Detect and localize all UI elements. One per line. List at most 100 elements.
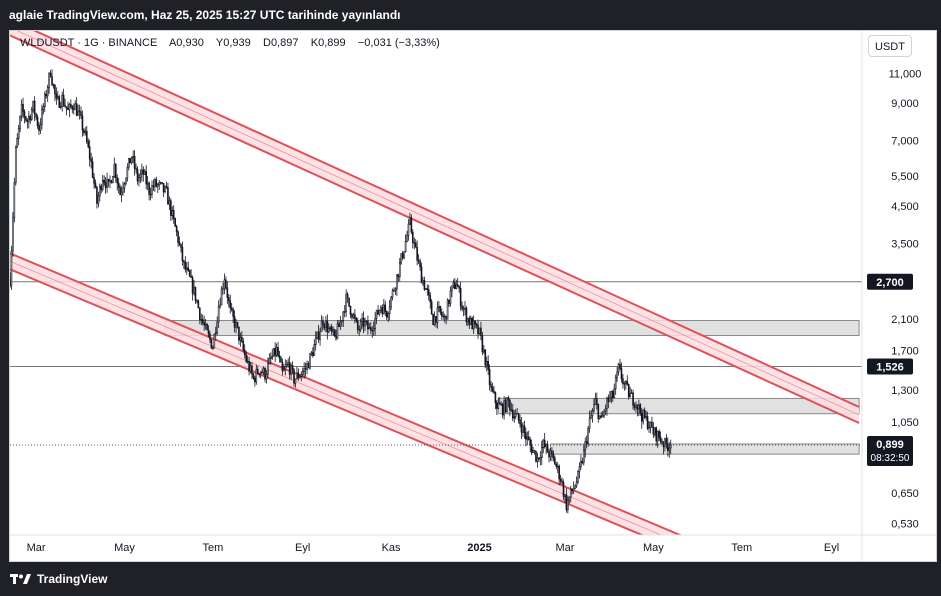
candle-body <box>23 111 26 118</box>
candle-body <box>448 299 450 304</box>
candle-body <box>610 391 613 398</box>
candle-body <box>445 315 447 320</box>
candle-body <box>361 318 363 323</box>
candle-body <box>20 104 23 117</box>
candle-body <box>477 324 479 335</box>
candle-body <box>87 141 90 148</box>
candle-body <box>627 384 630 398</box>
y-tick-label-5: 3,500 <box>891 238 919 250</box>
candle-body <box>204 323 207 326</box>
candle-body <box>407 223 410 236</box>
x-tick-label-2: Tem <box>202 542 223 554</box>
y-tick-label-11: 0,530 <box>891 518 919 530</box>
candle-body <box>639 404 642 414</box>
candle-body <box>143 171 146 175</box>
candle-body <box>122 187 124 193</box>
candle-body <box>329 326 332 329</box>
tradingview-logo-icon <box>10 574 31 584</box>
candle-body <box>336 323 339 339</box>
candle-body <box>84 130 87 134</box>
currency-button[interactable]: USDT <box>868 35 912 57</box>
symbol-name[interactable]: WLDUSDT · 1G · BINANCE <box>20 37 158 49</box>
candle-body <box>467 318 469 323</box>
tradingview-logo[interactable]: TradingView <box>10 562 107 596</box>
candle-body <box>652 427 655 435</box>
candle-body <box>335 335 337 339</box>
candle-body <box>278 355 281 359</box>
candle-body <box>199 307 201 320</box>
candle-body <box>290 365 292 375</box>
candle-body <box>401 253 404 259</box>
candle-body <box>283 368 285 372</box>
candle-body <box>303 368 305 372</box>
candle-body <box>54 84 56 95</box>
chart-frame[interactable]: 11,000 9,000 7,000 5,500 4,500 3,500 2,100 1,70… <box>9 30 937 562</box>
candle-body <box>403 251 405 259</box>
candle-body <box>391 290 394 298</box>
candle-body <box>270 357 272 359</box>
candle-body <box>104 182 107 188</box>
candle-body <box>581 460 584 464</box>
channel-mid-upper <box>17 31 860 416</box>
candle-body <box>604 408 607 412</box>
candle-body <box>456 284 459 288</box>
candle-body <box>342 311 345 322</box>
candle-body <box>532 450 534 454</box>
candle-body <box>387 313 389 318</box>
candle-body <box>32 100 34 111</box>
candle-body <box>197 300 200 309</box>
symbol-info: WLDUSDT · 1G · BINANCE A0,930 Y0,939 D0,… <box>20 37 440 49</box>
candle-body <box>285 363 288 367</box>
candle-body <box>309 353 311 369</box>
candle-body <box>481 335 484 353</box>
candle-body <box>14 146 17 184</box>
candle-body <box>217 306 220 323</box>
candle-body <box>426 288 429 290</box>
candle-body <box>364 321 366 327</box>
candle-body <box>301 371 304 375</box>
price-chart[interactable]: 11,000 9,000 7,000 5,500 4,500 3,500 2,100 1,70… <box>10 31 936 561</box>
candle-body <box>452 282 455 287</box>
candle-body <box>26 119 29 122</box>
candle-body <box>78 110 81 113</box>
candle-body <box>587 428 589 444</box>
candle-body <box>317 331 320 340</box>
candle-body <box>478 327 481 335</box>
candle-body <box>509 399 511 411</box>
candle-body <box>645 415 647 418</box>
candle-body <box>619 363 621 369</box>
candle-body <box>172 209 175 219</box>
y-tick-label-9: 1,050 <box>891 417 919 429</box>
candle-body <box>252 373 255 379</box>
candle-body <box>443 315 446 318</box>
candle-body <box>203 322 205 326</box>
candle-body <box>529 439 531 446</box>
plot-area <box>10 31 862 535</box>
candle-body <box>110 180 113 184</box>
candle-body <box>243 349 246 355</box>
y-tick-label-7: 1,700 <box>891 345 919 357</box>
candle-body <box>425 288 427 290</box>
candle-body <box>36 116 39 127</box>
candle-body <box>154 179 156 188</box>
candle-body <box>598 415 601 419</box>
candle-body <box>120 191 123 196</box>
candle-body <box>109 180 111 182</box>
candle-body <box>132 155 134 158</box>
candle-body <box>30 109 33 120</box>
candle-body <box>97 195 100 204</box>
y-tick-label-4: 4,500 <box>891 201 919 213</box>
candle-body <box>10 250 13 287</box>
candle-body <box>196 299 198 302</box>
candle-body <box>188 270 191 277</box>
x-tick-label-8: Tem <box>731 542 752 554</box>
x-tick-label-9: Eyl <box>824 542 839 554</box>
hline-label-1: 1,526 <box>876 361 904 373</box>
x-tick-label-6: Mar <box>555 542 574 554</box>
candle-body <box>451 285 453 292</box>
candle-body <box>156 184 159 187</box>
candle-body <box>580 460 582 468</box>
candle-body <box>345 293 347 312</box>
candle-body <box>636 404 639 410</box>
candle-body <box>248 361 250 372</box>
